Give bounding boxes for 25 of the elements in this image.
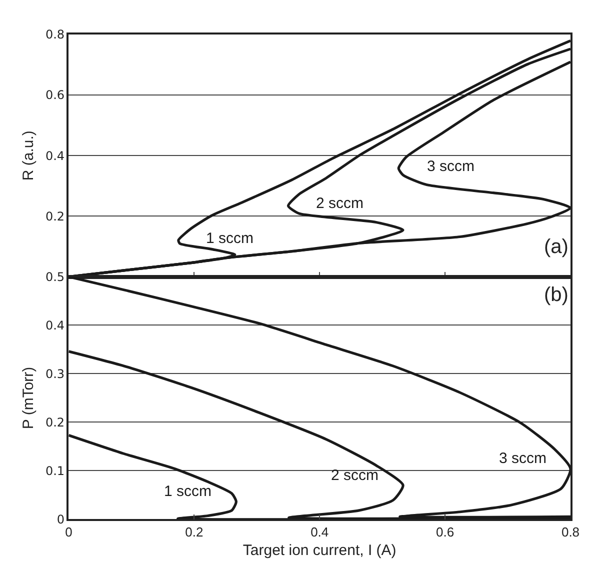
y-tick-label: 0.6 xyxy=(45,88,65,102)
y-tick-label: 0.4 xyxy=(45,318,65,332)
y-tick-label: 0.8 xyxy=(45,28,65,42)
x-tick-label: 0.6 xyxy=(436,524,454,540)
annotation: (b) xyxy=(544,284,568,306)
series-label: 1 sccm xyxy=(206,230,254,247)
y-axis-title: P (mTorr) xyxy=(20,366,38,430)
y-axis-title: R (a.u.) xyxy=(20,130,38,181)
y-tick-label: 0.2 xyxy=(45,415,65,430)
y-tick-label: 0.4 xyxy=(45,148,65,163)
y-tick-label: 0.5 xyxy=(45,270,65,284)
y-tick-label: 0.1 xyxy=(45,464,65,478)
series-label: 2 sccm xyxy=(316,195,364,212)
series-label: 2 sccm xyxy=(331,467,379,484)
x-tick-label: 0.4 xyxy=(310,524,329,540)
x-axis-title: Target ion current, I (A) xyxy=(242,542,396,559)
x-tick-label: 0.2 xyxy=(185,524,204,540)
series-label: 3 sccm xyxy=(499,450,547,467)
series-label: 3 sccm xyxy=(427,158,475,175)
annotation: (a) xyxy=(544,236,568,258)
series-label: 1 sccm xyxy=(164,483,212,500)
y-tick-label: 0.2 xyxy=(45,209,65,224)
y-tick-label: 0 xyxy=(56,512,65,526)
x-tick-label: 0.8 xyxy=(561,524,580,540)
y-tick-label: 0.3 xyxy=(45,366,65,381)
